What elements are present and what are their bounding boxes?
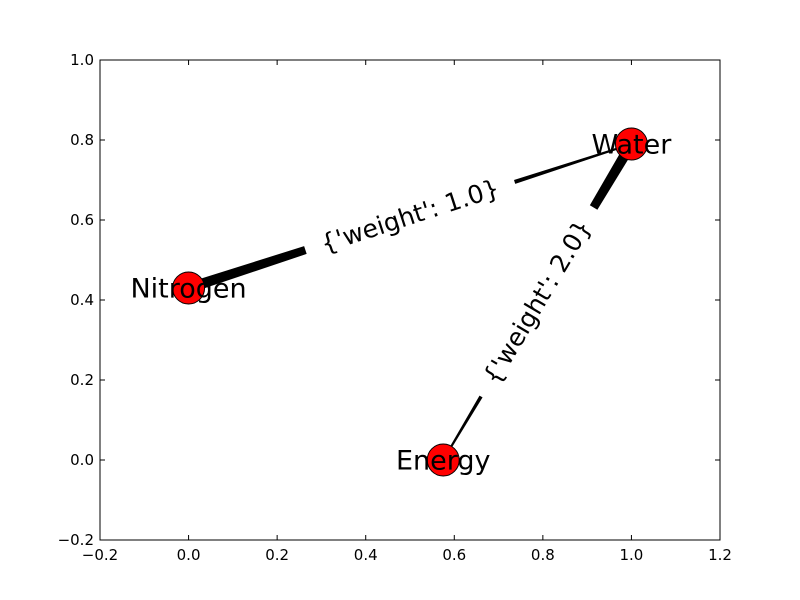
x-tick-label: 0.4 bbox=[354, 546, 378, 564]
y-tick-label: 0.4 bbox=[70, 291, 94, 309]
y-tick-label: −0.2 bbox=[58, 531, 94, 549]
y-tick-label: 0.8 bbox=[70, 131, 94, 149]
nodes-layer bbox=[172, 127, 648, 477]
ticks-layer: −0.2 0.0 0.2 0.4 0.6 0.8 1.0 1.2 −0.2 0.0 0.2 0.4 0.… bbox=[58, 51, 732, 564]
y-tick-label: 0.6 bbox=[70, 211, 94, 229]
edge-water-energy-part-b bbox=[442, 395, 483, 461]
node-labels-layer: Nitrogen Water Energy bbox=[130, 130, 672, 477]
node-label-nitrogen: Nitrogen bbox=[130, 274, 246, 305]
node-label-water: Water bbox=[592, 130, 673, 161]
edge-nitrogen-water-part-b bbox=[513, 143, 632, 184]
x-tick-label: 0.8 bbox=[531, 546, 555, 564]
y-tick-label: 0.2 bbox=[70, 371, 94, 389]
edge-nitrogen-water-part-a bbox=[186, 246, 307, 293]
node-water bbox=[614, 127, 648, 161]
x-tick-label: −0.2 bbox=[82, 546, 118, 564]
y-tick-label: 1.0 bbox=[70, 51, 94, 69]
x-tick-label: 0.0 bbox=[177, 546, 201, 564]
node-label-energy: Energy bbox=[396, 446, 491, 477]
x-tick-label: 1.2 bbox=[708, 546, 732, 564]
y-tick-label: 0.0 bbox=[70, 451, 94, 469]
node-nitrogen bbox=[172, 271, 206, 305]
x-tick-label: 0.2 bbox=[265, 546, 289, 564]
x-tick-label: 1.0 bbox=[619, 546, 643, 564]
node-energy bbox=[426, 443, 460, 477]
x-tick-label: 0.6 bbox=[442, 546, 466, 564]
